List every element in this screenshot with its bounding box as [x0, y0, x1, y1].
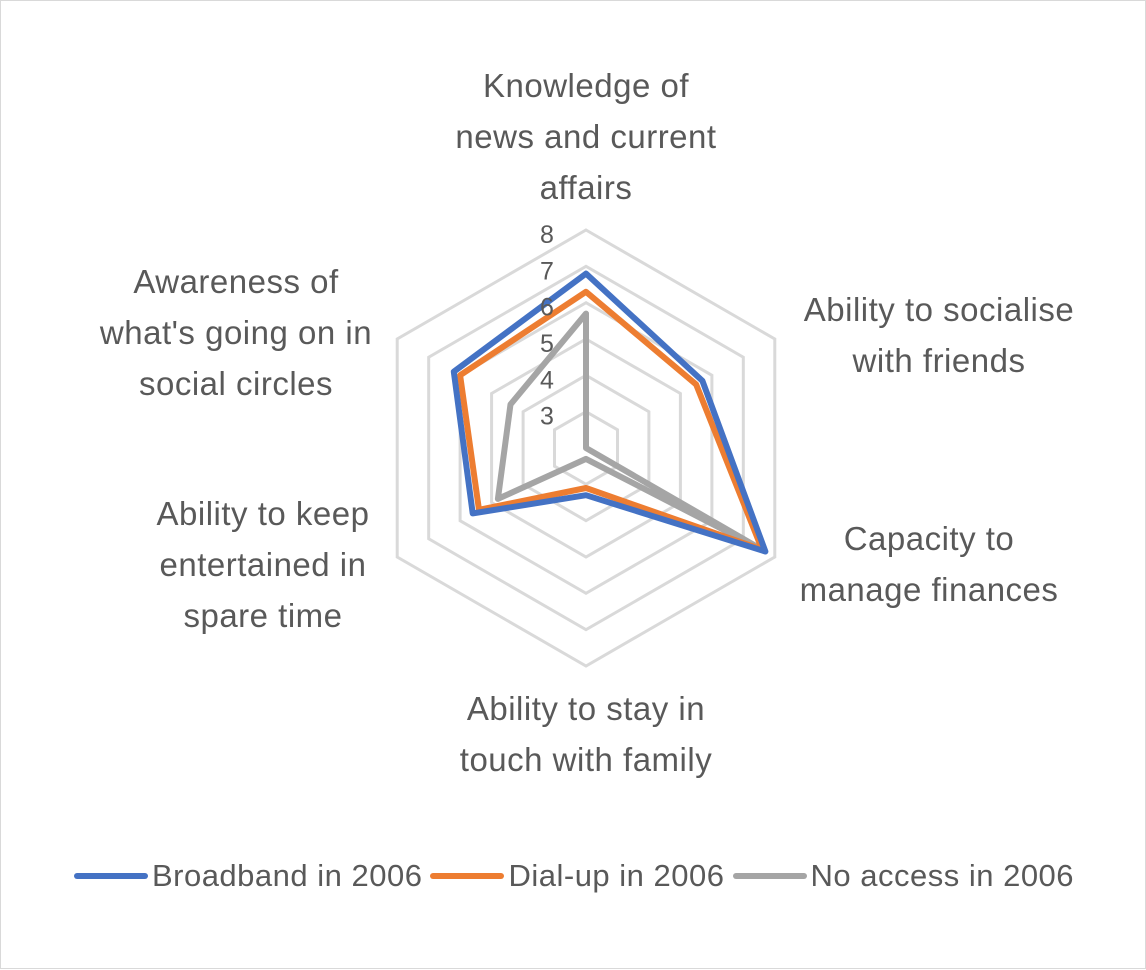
tick-label-6: 6 — [540, 294, 554, 322]
tick-label-5: 5 — [540, 330, 554, 358]
gridline-ring-4 — [521, 373, 651, 523]
tick-label-3: 3 — [540, 403, 554, 431]
gridline-ring-8 — [395, 228, 777, 668]
category-label-social-circles: Awareness of what's going on in social c… — [99, 263, 373, 402]
series-line-dial-up-in-2006 — [457, 288, 766, 553]
category-label-entertained: Ability to keep entertained in spare tim… — [156, 495, 370, 634]
legend-swatch-broadband — [73, 873, 148, 879]
tick-label-7: 7 — [540, 257, 554, 285]
legend-label-no-access: No access in 2006 — [810, 858, 1075, 893]
radar-tick-labels: 3 4 5 6 7 8 — [540, 221, 554, 431]
category-label-news: Knowledge of news and current affairs — [455, 67, 717, 206]
legend-label-broadband: Broadband in 2006 — [151, 858, 423, 893]
gridline-ring-7 — [427, 264, 745, 632]
radar-series — [450, 270, 769, 555]
tick-label-4: 4 — [540, 366, 554, 394]
category-label-family: Ability to stay in touch with family — [459, 690, 713, 778]
gridline-ring-3 — [553, 409, 619, 487]
legend-item-broadband: Broadband in 2006 — [73, 858, 423, 894]
category-label-socialise: Ability to socialise with friends — [803, 291, 1075, 379]
gridline-ring-5 — [490, 337, 682, 559]
legend-label-dialup: Dial-up in 2006 — [508, 858, 725, 893]
legend-item-no-access: No access in 2006 — [732, 858, 1075, 894]
legend: Broadband in 2006 Dial-up in 2006 No acc… — [1, 851, 1146, 901]
legend-swatch-no-access — [732, 873, 807, 879]
tick-label-8: 8 — [540, 221, 554, 249]
legend-swatch-dialup — [430, 873, 505, 879]
category-label-finances: Capacity to manage finances — [799, 520, 1059, 608]
radar-gridlines — [395, 228, 777, 668]
series-line-broadband-in-2006 — [450, 270, 769, 555]
series-line-no-access-in-2006 — [494, 310, 766, 553]
legend-item-dialup: Dial-up in 2006 — [430, 858, 724, 894]
